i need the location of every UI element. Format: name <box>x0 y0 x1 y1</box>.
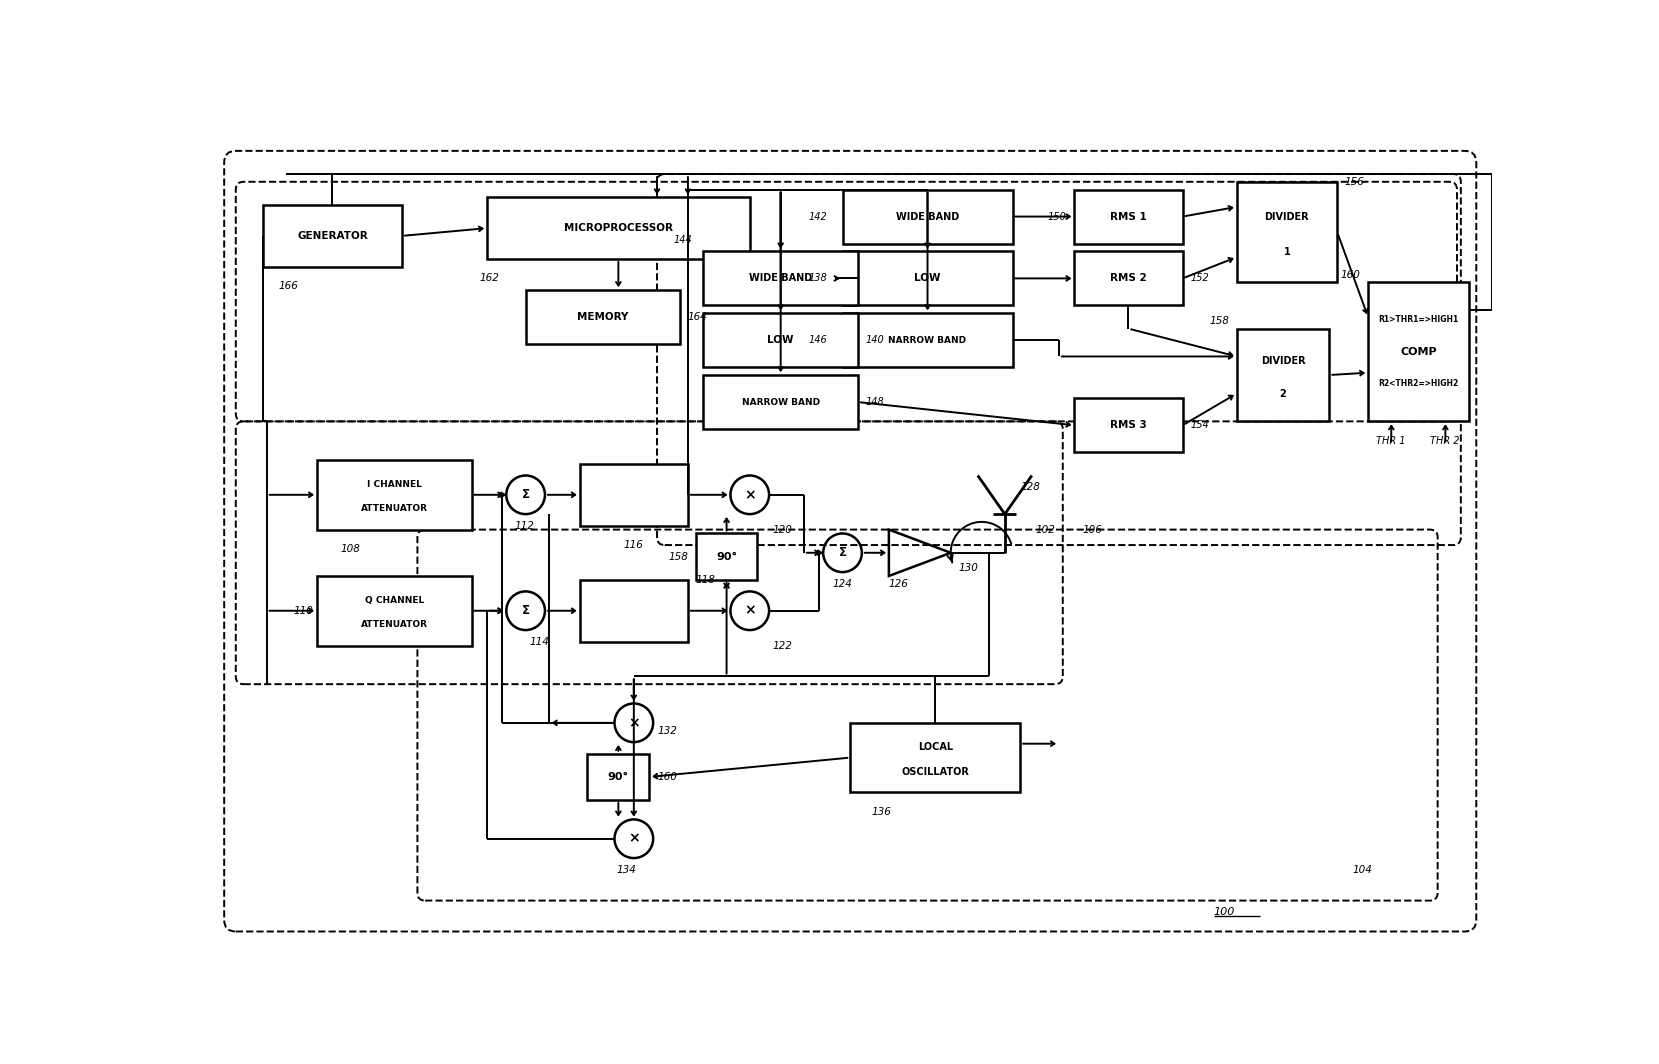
FancyBboxPatch shape <box>317 576 471 646</box>
Text: WIDE BAND: WIDE BAND <box>896 212 959 221</box>
Text: 134: 134 <box>615 865 635 875</box>
FancyBboxPatch shape <box>488 197 750 259</box>
Text: WIDE BAND: WIDE BAND <box>750 273 813 283</box>
FancyBboxPatch shape <box>851 722 1020 793</box>
Text: Σ: Σ <box>838 546 846 560</box>
Text: ×: × <box>743 603 755 618</box>
FancyBboxPatch shape <box>1236 329 1329 421</box>
Text: 132: 132 <box>657 726 677 735</box>
FancyBboxPatch shape <box>587 753 649 800</box>
Text: 1: 1 <box>1284 247 1291 257</box>
Text: 114: 114 <box>529 636 549 647</box>
Text: MEMORY: MEMORY <box>577 312 629 322</box>
Text: 106: 106 <box>1082 525 1102 534</box>
FancyBboxPatch shape <box>1236 182 1337 282</box>
Text: THR 1: THR 1 <box>1375 435 1405 446</box>
Text: 166: 166 <box>279 281 299 292</box>
Text: 136: 136 <box>871 807 891 817</box>
FancyBboxPatch shape <box>579 464 688 526</box>
Text: 164: 164 <box>688 312 708 322</box>
Text: 100: 100 <box>1213 908 1234 917</box>
Text: R2<THR2=>HIGH2: R2<THR2=>HIGH2 <box>1379 380 1458 388</box>
Text: RMS 2: RMS 2 <box>1110 273 1146 283</box>
Text: 158: 158 <box>1209 316 1229 326</box>
Text: 160: 160 <box>1340 269 1360 280</box>
FancyBboxPatch shape <box>843 313 1012 367</box>
Text: THR 2: THR 2 <box>1430 435 1460 446</box>
Text: GENERATOR: GENERATOR <box>297 231 368 240</box>
Text: 120: 120 <box>773 525 793 534</box>
Text: 130: 130 <box>959 563 979 573</box>
Text: ×: × <box>743 487 755 502</box>
FancyBboxPatch shape <box>1075 398 1183 452</box>
Text: 2: 2 <box>1279 388 1286 399</box>
Text: 160: 160 <box>657 771 677 782</box>
Text: 162: 162 <box>479 273 499 283</box>
Text: 104: 104 <box>1352 865 1372 875</box>
Text: Σ: Σ <box>521 604 529 617</box>
Text: 154: 154 <box>1190 420 1209 430</box>
Text: LOW: LOW <box>768 335 795 345</box>
Text: 138: 138 <box>808 273 828 283</box>
Text: 124: 124 <box>833 579 853 588</box>
Text: Q CHANNEL: Q CHANNEL <box>365 596 423 604</box>
FancyBboxPatch shape <box>843 251 1012 305</box>
Text: R1>THR1=>HIGH1: R1>THR1=>HIGH1 <box>1379 315 1458 325</box>
Text: RMS 3: RMS 3 <box>1110 420 1146 430</box>
Text: DIVIDER: DIVIDER <box>1261 356 1306 366</box>
FancyBboxPatch shape <box>526 290 680 344</box>
FancyBboxPatch shape <box>579 580 688 642</box>
Text: Σ: Σ <box>521 488 529 501</box>
Text: LOW: LOW <box>914 273 941 283</box>
FancyBboxPatch shape <box>317 460 471 530</box>
Text: ×: × <box>629 716 640 730</box>
FancyBboxPatch shape <box>262 205 401 267</box>
Text: RMS 1: RMS 1 <box>1110 212 1146 221</box>
Text: 152: 152 <box>1190 273 1209 283</box>
Text: 144: 144 <box>674 235 692 245</box>
Text: 108: 108 <box>340 544 360 554</box>
FancyBboxPatch shape <box>843 189 1012 244</box>
FancyBboxPatch shape <box>1369 282 1468 421</box>
Text: 150: 150 <box>1048 212 1067 221</box>
Text: I CHANNEL: I CHANNEL <box>367 480 421 488</box>
FancyBboxPatch shape <box>695 533 758 580</box>
Text: OSCILLATOR: OSCILLATOR <box>901 766 969 777</box>
Text: 90°: 90° <box>717 551 737 562</box>
Text: 126: 126 <box>889 579 909 588</box>
Text: NARROW BAND: NARROW BAND <box>742 398 820 406</box>
Text: ×: × <box>629 832 640 846</box>
Text: 128: 128 <box>1020 482 1040 492</box>
Text: ATTENUATOR: ATTENUATOR <box>360 620 428 629</box>
Text: 110: 110 <box>294 605 314 616</box>
Text: 118: 118 <box>695 575 715 585</box>
Text: 142: 142 <box>808 212 828 221</box>
Text: 122: 122 <box>773 641 793 650</box>
FancyBboxPatch shape <box>1075 251 1183 305</box>
Text: ATTENUATOR: ATTENUATOR <box>360 504 428 513</box>
Text: DIVIDER: DIVIDER <box>1264 212 1309 222</box>
Text: MICROPROCESSOR: MICROPROCESSOR <box>564 223 674 233</box>
Text: 156: 156 <box>1345 177 1365 187</box>
Text: 146: 146 <box>808 335 828 345</box>
Text: NARROW BAND: NARROW BAND <box>889 336 967 345</box>
FancyBboxPatch shape <box>703 313 858 367</box>
Text: 140: 140 <box>866 335 884 345</box>
Text: 112: 112 <box>514 520 534 531</box>
Text: 148: 148 <box>866 397 884 408</box>
Text: 90°: 90° <box>607 771 629 782</box>
FancyBboxPatch shape <box>703 375 858 429</box>
Text: COMP: COMP <box>1400 347 1437 356</box>
Text: 158: 158 <box>669 551 688 562</box>
FancyBboxPatch shape <box>1075 189 1183 244</box>
Text: 102: 102 <box>1035 525 1055 534</box>
FancyBboxPatch shape <box>703 251 858 305</box>
Text: 116: 116 <box>624 541 644 550</box>
Text: LOCAL: LOCAL <box>917 743 952 752</box>
